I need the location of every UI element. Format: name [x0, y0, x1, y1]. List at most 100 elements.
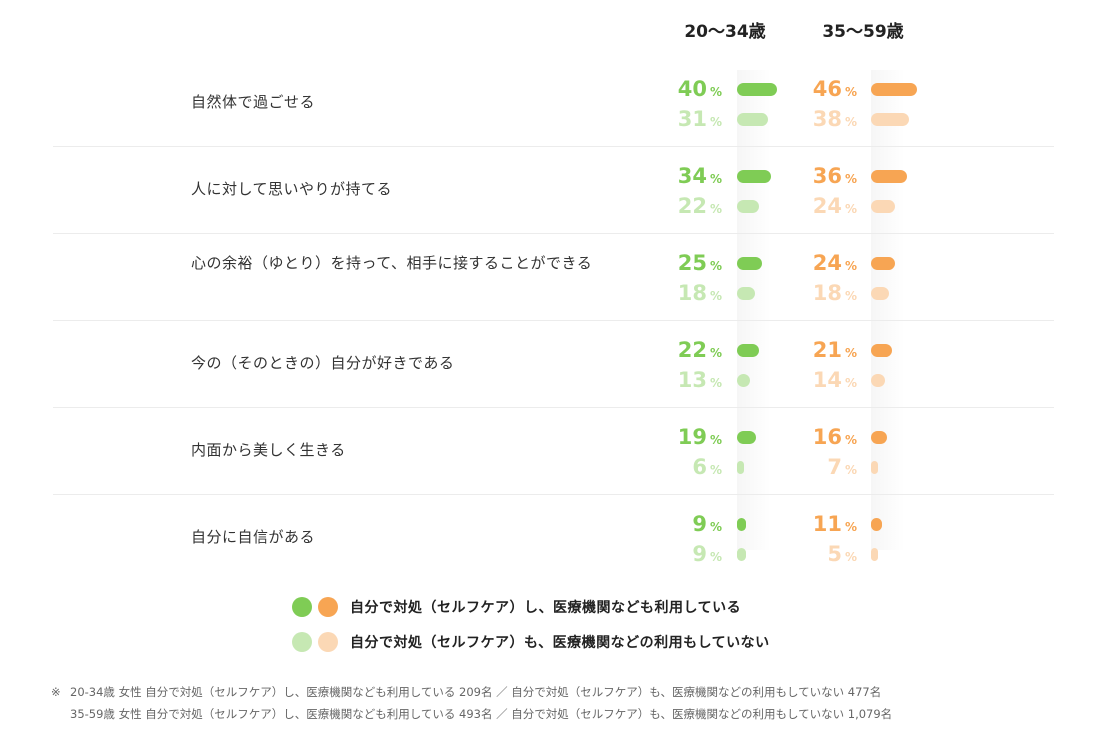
value-number: 18	[677, 281, 707, 305]
bar	[737, 431, 756, 444]
bar	[871, 200, 895, 213]
value-label: 22%	[662, 337, 722, 366]
column-band-older	[871, 70, 905, 550]
value-number: 21	[812, 338, 842, 362]
legend-swatch	[292, 597, 312, 617]
value-number: 19	[677, 425, 707, 449]
category-label: 今の（そのときの）自分が好きである	[191, 354, 455, 372]
column-header-young: 20〜34歳	[684, 22, 766, 42]
value-unit: %	[709, 433, 722, 447]
footnote-text: 35-59歳 女性 自分で対処（セルフケア）し、医療機関なども利用している 49…	[70, 707, 893, 721]
value-number: 36	[812, 164, 842, 188]
legend-label: 自分で対処（セルフケア）も、医療機関などの利用もしていない	[350, 635, 770, 651]
value-number: 22	[677, 338, 707, 362]
value-label: 19%	[662, 424, 722, 453]
bar	[871, 548, 878, 561]
bar	[871, 83, 917, 96]
footnote-line-2: 35-59歳 女性 自分で対処（セルフケア）し、医療機関なども利用している 49…	[51, 706, 892, 722]
value-number: 18	[812, 281, 842, 305]
footnote-line-1: ※ 20-34歳 女性 自分で対処（セルフケア）し、医療機関なども利用している 2…	[51, 684, 881, 700]
legend-swatch	[318, 632, 338, 652]
row-separator	[53, 407, 1054, 408]
category-label: 人に対して思いやりが持てる	[191, 180, 393, 198]
bar	[871, 257, 895, 270]
bar	[737, 344, 759, 357]
value-unit: %	[844, 346, 857, 360]
value-unit: %	[844, 202, 857, 216]
value-label: 34%	[662, 163, 722, 192]
value-number: 16	[812, 425, 842, 449]
bar	[737, 257, 762, 270]
value-label: 18%	[797, 280, 857, 309]
bar	[737, 374, 750, 387]
value-number: 14	[812, 368, 842, 392]
value-unit: %	[709, 259, 722, 273]
value-unit: %	[709, 289, 722, 303]
value-unit: %	[844, 520, 857, 534]
value-number: 5	[827, 542, 842, 566]
value-label: 14%	[797, 367, 857, 396]
bar	[871, 461, 878, 474]
value-number: 34	[677, 164, 707, 188]
value-unit: %	[709, 463, 722, 477]
bar	[871, 374, 885, 387]
row-separator	[53, 146, 1054, 147]
value-unit: %	[709, 550, 722, 564]
bar	[737, 518, 746, 531]
value-label: 13%	[662, 367, 722, 396]
category-label: 自然体で過ごせる	[191, 93, 316, 111]
bar	[871, 170, 907, 183]
footnote-text: 20-34歳 女性 自分で対処（セルフケア）し、医療機関なども利用している 20…	[70, 685, 882, 699]
bar	[737, 287, 755, 300]
bar	[871, 287, 889, 300]
bar	[737, 83, 777, 96]
bar	[871, 113, 909, 126]
row-separator	[53, 494, 1054, 495]
category-label: 自分に自信がある	[191, 528, 316, 546]
value-unit: %	[844, 550, 857, 564]
value-unit: %	[844, 289, 857, 303]
bar	[737, 200, 759, 213]
value-number: 38	[812, 107, 842, 131]
bar	[737, 548, 746, 561]
value-number: 9	[692, 542, 707, 566]
value-unit: %	[709, 172, 722, 186]
value-label: 5%	[797, 541, 857, 570]
value-number: 22	[677, 194, 707, 218]
value-label: 25%	[662, 250, 722, 279]
bar	[737, 170, 771, 183]
value-unit: %	[844, 376, 857, 390]
value-label: 31%	[662, 106, 722, 135]
value-label: 24%	[797, 250, 857, 279]
value-number: 6	[692, 455, 707, 479]
value-label: 38%	[797, 106, 857, 135]
value-label: 22%	[662, 193, 722, 222]
value-unit: %	[844, 172, 857, 186]
bar	[737, 113, 768, 126]
value-unit: %	[709, 115, 722, 129]
footnote-mark: ※	[51, 685, 61, 699]
row-separator	[53, 233, 1054, 234]
value-unit: %	[709, 376, 722, 390]
legend-item: 自分で対処（セルフケア）も、医療機関などの利用もしていない	[292, 631, 770, 653]
value-number: 13	[677, 368, 707, 392]
legend-swatch	[318, 597, 338, 617]
category-label: 心の余裕（ゆとり）を持って、相手に接することができる	[191, 254, 593, 272]
bar	[871, 431, 887, 444]
row-separator	[53, 320, 1054, 321]
value-label: 18%	[662, 280, 722, 309]
legend-item: 自分で対処（セルフケア）し、医療機関なども利用している	[292, 596, 741, 618]
value-number: 25	[677, 251, 707, 275]
value-label: 21%	[797, 337, 857, 366]
value-number: 46	[812, 77, 842, 101]
value-label: 46%	[797, 76, 857, 105]
value-number: 24	[812, 194, 842, 218]
value-number: 9	[692, 512, 707, 536]
bar	[737, 461, 744, 474]
category-label: 内面から美しく生きる	[191, 441, 346, 459]
value-unit: %	[844, 463, 857, 477]
value-label: 11%	[797, 511, 857, 540]
value-number: 24	[812, 251, 842, 275]
column-band-young	[737, 70, 771, 550]
bar	[871, 518, 882, 531]
